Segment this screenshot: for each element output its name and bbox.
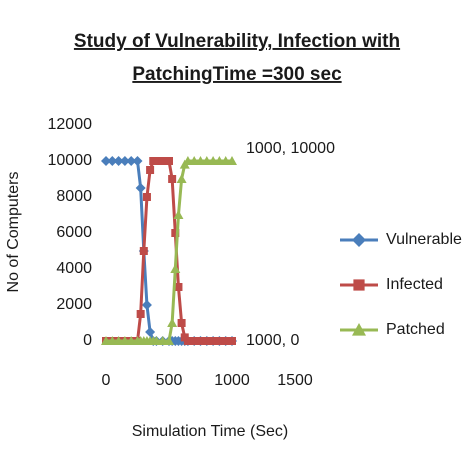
marker bbox=[136, 310, 145, 318]
annotation: 1000, 10000 bbox=[246, 140, 335, 157]
series-line bbox=[106, 159, 232, 343]
legend-marker bbox=[352, 323, 366, 336]
marker bbox=[171, 229, 180, 237]
marker bbox=[152, 157, 161, 165]
y-tick-label: 2000 bbox=[56, 296, 92, 313]
marker bbox=[214, 156, 225, 165]
legend-label: Vulnerable bbox=[386, 231, 462, 248]
marker bbox=[202, 337, 211, 345]
marker bbox=[183, 337, 192, 345]
marker bbox=[215, 337, 224, 345]
marker bbox=[126, 156, 137, 166]
marker bbox=[174, 283, 183, 291]
legend-marker bbox=[352, 233, 366, 247]
marker bbox=[126, 336, 137, 345]
marker bbox=[164, 336, 174, 345]
marker bbox=[167, 318, 178, 327]
marker bbox=[209, 337, 218, 345]
series-line bbox=[106, 159, 232, 343]
y-tick-label: 10000 bbox=[48, 152, 93, 169]
x-tick-label: 1000 bbox=[214, 372, 250, 389]
chart-title: PatchingTime =300 sec bbox=[132, 64, 342, 85]
legend-label: Patched bbox=[386, 321, 445, 338]
x-tick-label: 0 bbox=[102, 372, 111, 389]
x-tick-label: 500 bbox=[156, 372, 183, 389]
marker bbox=[157, 336, 168, 345]
y-axis-label: No of Computers bbox=[5, 172, 22, 293]
marker bbox=[165, 157, 173, 165]
marker bbox=[139, 247, 148, 255]
marker bbox=[170, 264, 181, 273]
x-tick-label: 1500 bbox=[277, 372, 313, 389]
marker bbox=[113, 336, 124, 345]
legend-label: Infected bbox=[386, 276, 443, 293]
marker bbox=[141, 300, 152, 310]
marker bbox=[195, 156, 206, 165]
marker bbox=[227, 156, 237, 165]
marker bbox=[135, 183, 146, 193]
marker bbox=[146, 166, 155, 174]
marker bbox=[182, 156, 193, 165]
marker bbox=[220, 156, 231, 165]
marker bbox=[145, 327, 156, 337]
marker bbox=[119, 156, 130, 166]
marker bbox=[168, 175, 177, 183]
marker bbox=[101, 156, 111, 166]
marker bbox=[113, 156, 124, 166]
marker bbox=[107, 156, 118, 166]
y-tick-label: 12000 bbox=[48, 116, 93, 133]
marker bbox=[208, 156, 219, 165]
marker bbox=[151, 336, 162, 345]
marker bbox=[190, 337, 199, 345]
marker bbox=[142, 193, 151, 201]
marker bbox=[173, 210, 184, 219]
marker bbox=[119, 336, 130, 345]
y-tick-label: 0 bbox=[83, 332, 92, 349]
marker bbox=[176, 174, 187, 183]
legend-marker bbox=[353, 279, 365, 291]
marker bbox=[221, 337, 230, 345]
annotation: 1000, 0 bbox=[246, 332, 299, 349]
marker bbox=[158, 157, 167, 165]
marker bbox=[228, 337, 236, 345]
x-axis-label: Simulation Time (Sec) bbox=[132, 423, 289, 440]
marker bbox=[132, 156, 143, 166]
marker bbox=[101, 336, 111, 345]
marker bbox=[107, 336, 118, 345]
y-tick-label: 6000 bbox=[56, 224, 92, 241]
marker bbox=[189, 156, 200, 165]
marker bbox=[201, 156, 212, 165]
y-tick-label: 8000 bbox=[56, 188, 92, 205]
chart-title: Study of Vulnerability, Infection with bbox=[74, 31, 400, 52]
marker bbox=[177, 319, 186, 327]
y-tick-label: 4000 bbox=[56, 260, 92, 277]
marker bbox=[196, 337, 205, 345]
series-line bbox=[106, 159, 232, 343]
